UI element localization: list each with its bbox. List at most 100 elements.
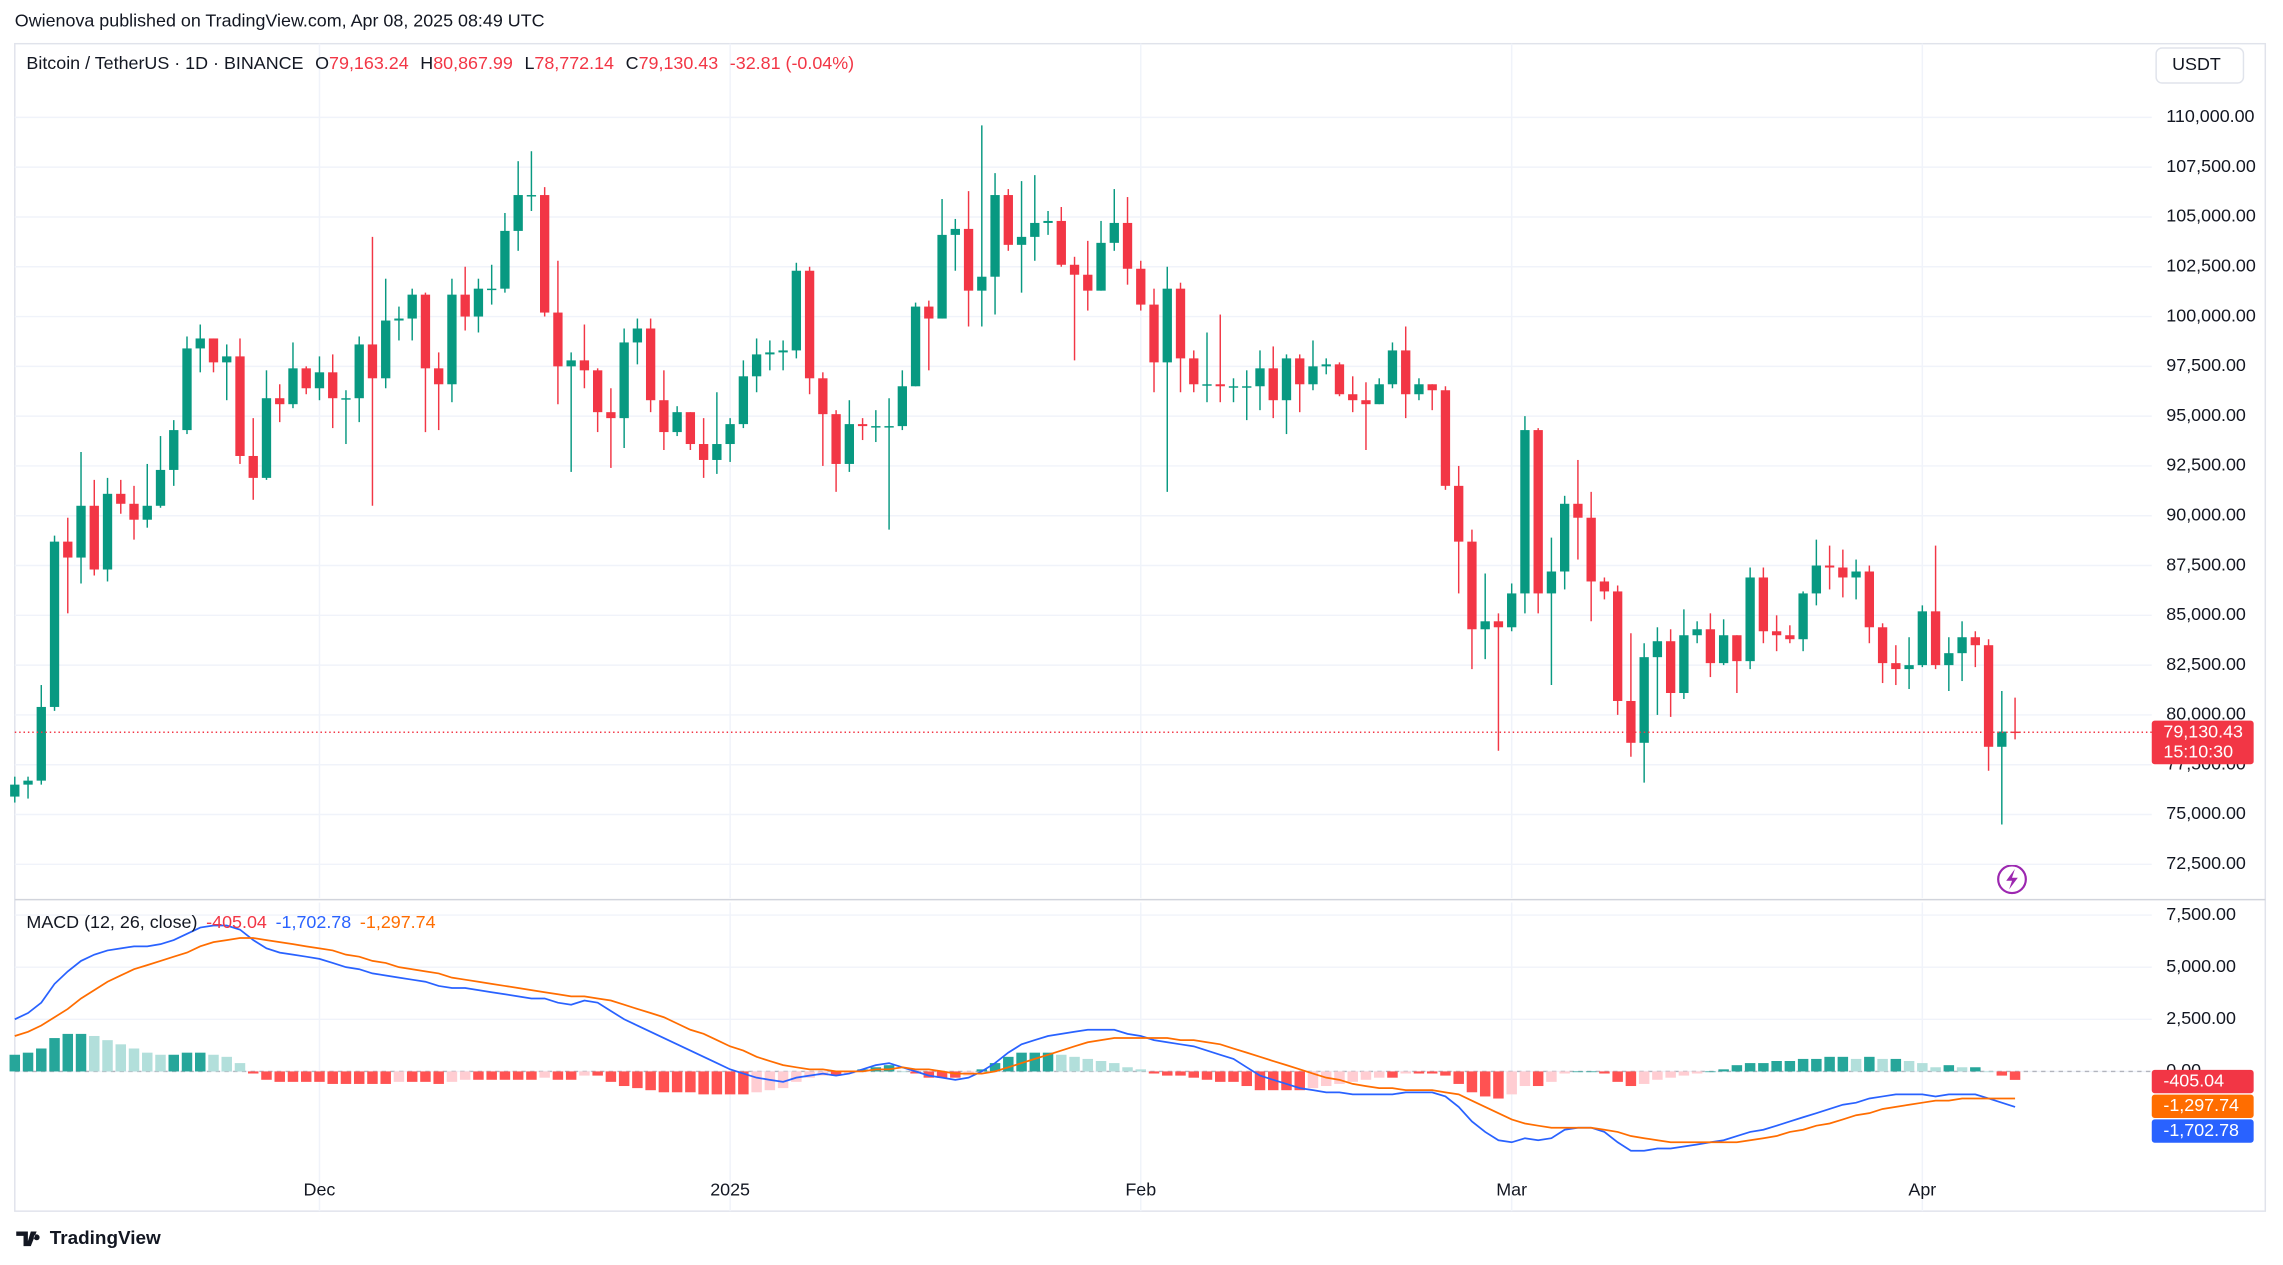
button-label[interactable]: USDT — [2172, 54, 2221, 74]
histogram-bar — [1426, 1071, 1438, 1074]
macd-legend: MACD (12, 26, close) -405.04 -1,702.78 -1,2… — [26, 912, 435, 932]
histogram-bar — [234, 1063, 246, 1072]
candle-body — [460, 294, 470, 317]
candle-body — [963, 228, 974, 291]
alert-icon[interactable] — [1997, 864, 2027, 895]
candle-body — [1771, 631, 1782, 636]
histogram-bar — [208, 1054, 219, 1072]
y-tick-label: 5,000.00 — [2166, 956, 2236, 976]
histogram-bar — [115, 1044, 127, 1072]
candle-body — [500, 230, 510, 289]
button-frame[interactable] — [2155, 47, 2245, 84]
histogram-bar — [579, 1071, 590, 1076]
candle-body — [261, 398, 272, 478]
candle-body — [619, 342, 629, 419]
candle-body — [1665, 641, 1676, 694]
candle-body — [314, 372, 325, 389]
y-tick-label: 105,000.00 — [2166, 206, 2256, 226]
candle-body — [1440, 390, 1451, 486]
histogram-bar — [1917, 1063, 1928, 1072]
histogram-bar — [89, 1035, 100, 1072]
histogram-bar — [1532, 1071, 1544, 1087]
histogram-bar — [791, 1071, 802, 1082]
histogram-bar — [1320, 1071, 1332, 1087]
candle-body — [1639, 657, 1649, 743]
y-tick-label: 102,500.00 — [2166, 255, 2256, 275]
histogram-bar — [1506, 1071, 1517, 1095]
logo-mark — [16, 1231, 40, 1247]
currency-button[interactable]: USDT — [2155, 47, 2245, 84]
candle-body — [897, 386, 907, 427]
histogram-bar — [1493, 1071, 1504, 1099]
icon-bolt[interactable] — [2006, 869, 2018, 890]
candle-body — [1030, 222, 1040, 237]
macd-line — [14, 937, 2016, 1144]
candle-body — [1732, 635, 1742, 662]
candle-body — [89, 505, 99, 570]
candle-body — [1136, 268, 1146, 305]
candle-body — [977, 276, 987, 291]
histogram-bar — [49, 1038, 60, 1072]
histogram-bar — [1956, 1067, 1968, 1072]
histogram-bar — [36, 1048, 47, 1072]
candle-body — [910, 306, 921, 387]
x-tick-label: Dec — [304, 1179, 336, 1199]
candle-body — [1401, 350, 1411, 395]
price-tag-countdown: 15:10:30 — [2163, 741, 2233, 761]
candle-body — [1480, 621, 1490, 630]
histogram-bar — [433, 1071, 444, 1084]
histogram-bar — [1373, 1071, 1385, 1078]
candle-body — [407, 294, 417, 319]
histogram-bar — [910, 1071, 921, 1074]
candle-body — [765, 352, 775, 355]
histogram-bar — [539, 1071, 550, 1078]
value-tag-label: -1,702.78 — [2163, 1120, 2239, 1140]
candle-body — [1215, 384, 1225, 387]
y-tick-label: 2,500.00 — [2166, 1008, 2236, 1028]
candle-body — [394, 318, 404, 321]
candle-body — [1811, 565, 1822, 594]
histogram-bar — [287, 1071, 299, 1082]
candle-body — [540, 195, 550, 313]
histogram-bar — [1453, 1071, 1464, 1084]
candle-body — [10, 784, 20, 797]
histogram-bar — [274, 1071, 285, 1082]
ohlc-value: 80,867.99 — [433, 53, 513, 73]
candle-body — [1096, 242, 1106, 291]
ohlc-value: 79,163.24 — [329, 53, 409, 73]
candle-body — [698, 444, 709, 460]
candle-body — [1507, 593, 1517, 628]
histogram-bar — [1347, 1071, 1358, 1082]
candle-body — [1109, 222, 1119, 243]
histogram-bar — [844, 1071, 855, 1074]
candle-body — [1003, 195, 1013, 245]
candle-body — [1043, 220, 1053, 223]
candle-body — [857, 424, 868, 427]
candle-body — [182, 348, 192, 431]
histogram-bar — [1811, 1058, 1822, 1072]
histogram-bar — [1718, 1069, 1729, 1072]
histogram-bar — [1983, 1071, 1994, 1073]
histogram-bar — [1758, 1063, 1769, 1072]
histogram-bar — [1400, 1071, 1411, 1074]
footer-text: TradingView — [50, 1228, 161, 1249]
y-tick-label: 110,000.00 — [2166, 106, 2254, 126]
candle-body — [23, 780, 33, 785]
histogram-bar — [247, 1071, 259, 1074]
value-tag-label: -1,297.74 — [2163, 1095, 2239, 1115]
histogram-bar — [989, 1063, 1001, 1072]
candle-body — [1467, 541, 1477, 630]
histogram-bar — [1095, 1061, 1107, 1072]
ohlc-value: 79,130.43 — [639, 53, 719, 73]
candle-body — [275, 398, 285, 405]
histogram-bar — [1122, 1067, 1133, 1072]
histogram-bar — [9, 1054, 21, 1072]
value-tag — [2151, 1094, 2254, 1118]
histogram-bar — [1864, 1056, 1875, 1072]
candle-body — [1493, 621, 1504, 628]
histogram-bar — [512, 1071, 524, 1080]
candle-body — [1016, 236, 1027, 245]
histogram-bar — [1877, 1058, 1888, 1072]
candle-body — [818, 378, 828, 415]
histogram-bar — [1559, 1071, 1570, 1074]
